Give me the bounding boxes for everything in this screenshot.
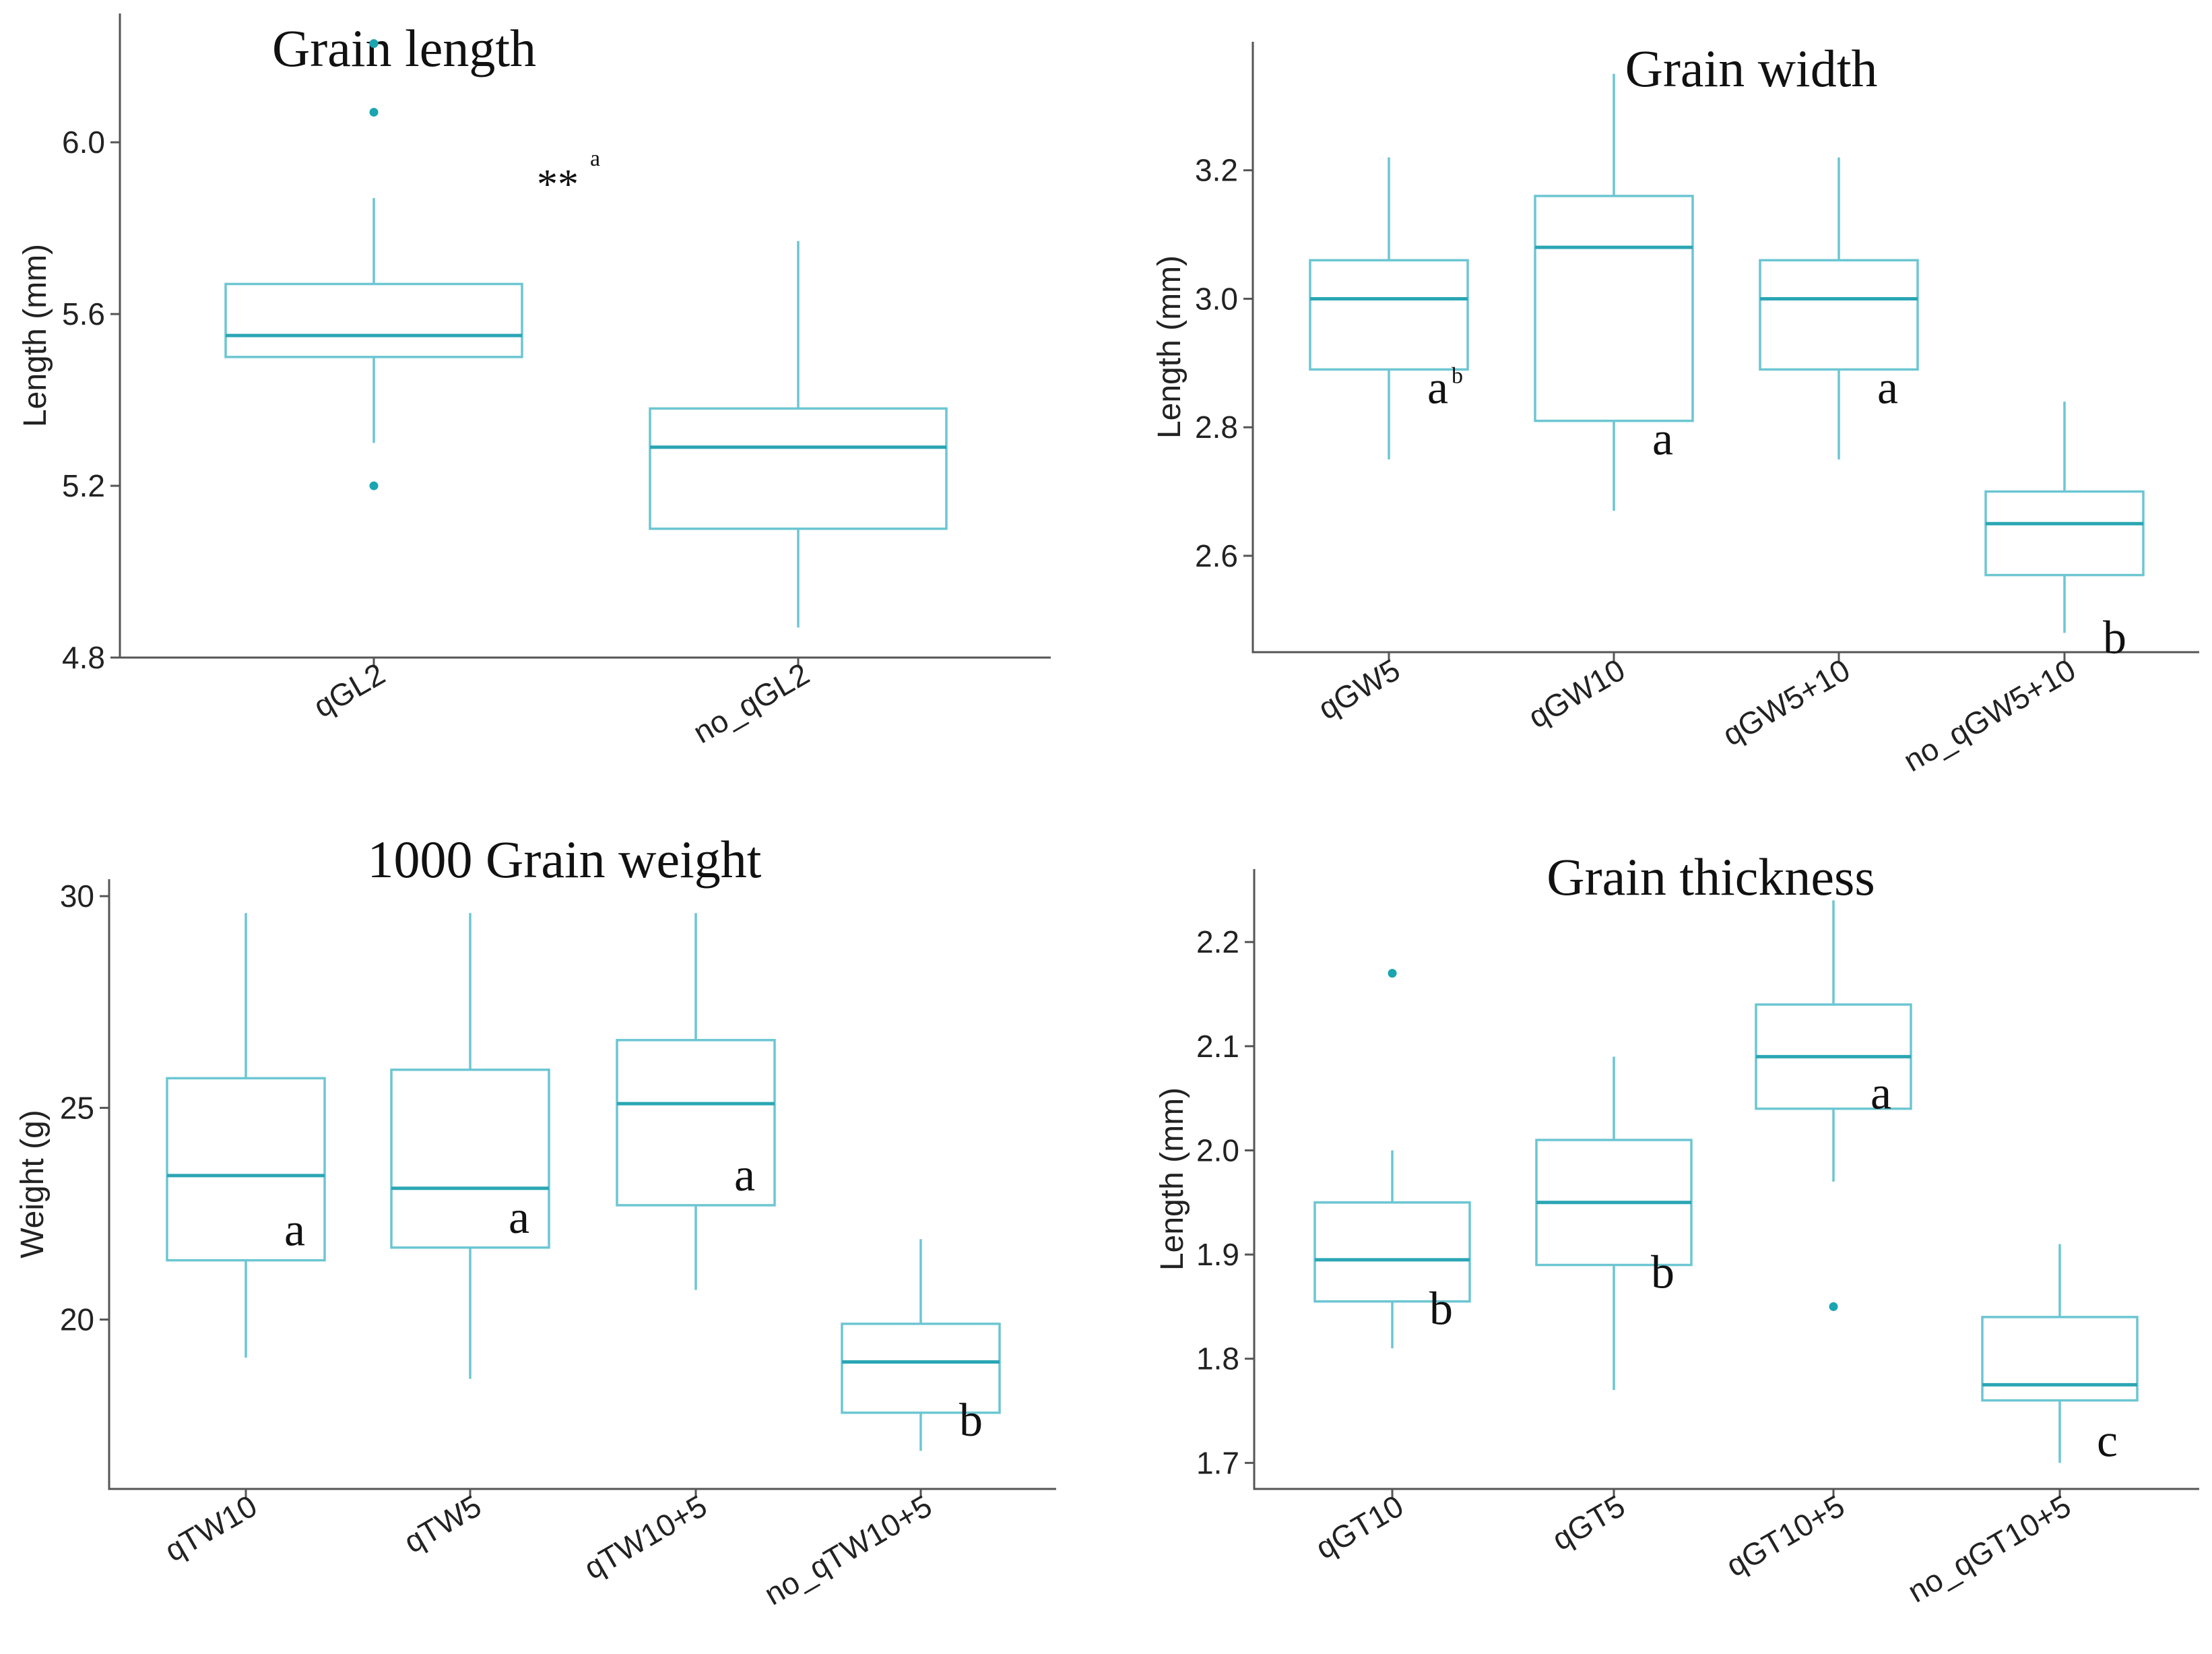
boxplot-qTW5 bbox=[390, 913, 550, 1379]
x-category-label: qGL2 bbox=[308, 656, 391, 724]
box-iqr bbox=[1313, 1201, 1471, 1303]
box-iqr bbox=[390, 1069, 550, 1249]
y-tick-label: 20 bbox=[60, 1302, 94, 1337]
significance-letter: a bbox=[509, 1192, 529, 1244]
x-category-label: qGT10 bbox=[1309, 1488, 1409, 1566]
significance-letter: a bbox=[284, 1205, 305, 1257]
x-category-label: qTW5 bbox=[398, 1488, 487, 1560]
boxplot-qGT10+5 bbox=[1755, 900, 1912, 1311]
box-iqr bbox=[166, 1077, 326, 1262]
y-axis-label: Length (mm) bbox=[1152, 255, 1188, 439]
x-category-label: qGT10+5 bbox=[1720, 1488, 1850, 1584]
y-tick-label: 4.8 bbox=[62, 640, 105, 675]
boxplot-qGL2 bbox=[224, 39, 523, 490]
outlier-point bbox=[1388, 969, 1397, 978]
y-tick-label: 5.2 bbox=[62, 468, 105, 503]
box-iqr bbox=[616, 1039, 776, 1207]
outlier-point bbox=[369, 481, 379, 490]
x-category-label: qTW10 bbox=[159, 1488, 263, 1568]
significance-letter: b bbox=[2103, 612, 2126, 664]
chart-panel-3: 1000 Grain weight Weight (g) 20 25 30 qTW10 a q… bbox=[15, 830, 1056, 1612]
significance-letter: a bbox=[1871, 1068, 1891, 1120]
x-category-label: qTW10+5 bbox=[578, 1488, 713, 1586]
y-tick-label: 2.6 bbox=[1195, 538, 1238, 573]
x-category-label: no_qTW10+5 bbox=[758, 1488, 938, 1612]
y-tick-label: 1.8 bbox=[1196, 1341, 1239, 1376]
box-iqr bbox=[1309, 259, 1469, 371]
significance-letter: b bbox=[1651, 1247, 1674, 1299]
axis-lines bbox=[1251, 42, 2199, 654]
significance-letter: a bbox=[734, 1149, 755, 1201]
boxplot-no_qGW5+10 bbox=[1984, 402, 2145, 633]
outlier-point bbox=[369, 39, 379, 49]
y-axis-label: Length (mm) bbox=[1154, 1087, 1190, 1271]
y-tick-label: 2.1 bbox=[1196, 1029, 1239, 1064]
y-tick-label: 2.8 bbox=[1195, 410, 1238, 445]
axis-lines bbox=[1253, 869, 2199, 1490]
y-tick-label: 1.7 bbox=[1196, 1445, 1239, 1480]
box-iqr bbox=[1984, 490, 2145, 577]
x-category-label: no_qGL2 bbox=[687, 656, 815, 751]
chart-title: Grain length bbox=[272, 19, 536, 77]
chart-panel-4: Grain thickness Length (mm) 1.7 1.8 1.9 2.0 2.… bbox=[1154, 848, 2199, 1610]
y-tick-label: 6.0 bbox=[62, 125, 105, 160]
significance-letter: a bbox=[1652, 414, 1673, 466]
x-category-label: qGW5+10 bbox=[1717, 652, 1856, 753]
significance-stars: ** bbox=[537, 162, 579, 208]
box-iqr bbox=[1759, 259, 1919, 371]
box-iqr bbox=[1534, 195, 1694, 422]
x-category-label: qGW10 bbox=[1522, 652, 1631, 735]
y-axis-label: Weight (g) bbox=[15, 1110, 51, 1259]
significance-letter-sup: b bbox=[1452, 363, 1463, 388]
boxplot-no_qTW10+5 bbox=[841, 1239, 1001, 1451]
significance-letter: b bbox=[1429, 1283, 1453, 1335]
boxplot-qTW10+5 bbox=[616, 913, 776, 1290]
boxplot-qGT10 bbox=[1313, 969, 1471, 1349]
x-category-label: no_qGW5+10 bbox=[1897, 652, 2081, 779]
significance-letter: c bbox=[2097, 1415, 2118, 1467]
box-iqr bbox=[649, 407, 948, 530]
x-category-label: no_qGT10+5 bbox=[1901, 1488, 2077, 1610]
outlier-point bbox=[1829, 1302, 1838, 1311]
y-tick-label: 5.6 bbox=[62, 296, 105, 331]
y-tick-label: 1.9 bbox=[1196, 1237, 1239, 1272]
chart-title: 1000 Grain weight bbox=[368, 830, 762, 889]
chart-panel-1: Grain length Length (mm) 4.8 5.2 5.6 6.0 qGL2 n… bbox=[18, 13, 1051, 750]
y-axis-label: Length (mm) bbox=[18, 244, 53, 427]
significance-letter: a bbox=[1877, 362, 1898, 414]
y-tick-label: 30 bbox=[60, 879, 94, 914]
y-tick-label: 2.2 bbox=[1196, 924, 1239, 959]
boxplot-no_qGT10+5 bbox=[1981, 1244, 2139, 1463]
significance-letter: b bbox=[959, 1395, 983, 1446]
box-iqr bbox=[841, 1323, 1001, 1414]
boxplot-qGW10 bbox=[1534, 73, 1694, 511]
boxplot-qTW10 bbox=[166, 913, 326, 1358]
y-tick-label: 3.0 bbox=[1195, 281, 1238, 316]
chart-title: Grain width bbox=[1625, 39, 1878, 98]
x-category-label: qGW5 bbox=[1312, 652, 1406, 726]
significance-stars-sup: a bbox=[590, 146, 600, 171]
chart-title: Grain thickness bbox=[1547, 848, 1875, 906]
boxplot-qGW5 bbox=[1309, 157, 1469, 459]
boxplot-qGW5+10 bbox=[1759, 157, 1919, 459]
x-category-label: qGT5 bbox=[1546, 1488, 1631, 1558]
outlier-point bbox=[369, 108, 379, 117]
y-tick-label: 25 bbox=[60, 1090, 94, 1125]
boxplot-qGT5 bbox=[1535, 1056, 1693, 1391]
y-tick-label: 3.2 bbox=[1195, 153, 1238, 188]
boxplot-no_qGL2 bbox=[649, 241, 948, 628]
box-iqr bbox=[1981, 1316, 2139, 1402]
significance-letter: a bbox=[1427, 362, 1448, 414]
box-iqr bbox=[224, 282, 523, 358]
axis-lines bbox=[108, 879, 1056, 1490]
y-tick-label: 2.0 bbox=[1196, 1133, 1239, 1168]
